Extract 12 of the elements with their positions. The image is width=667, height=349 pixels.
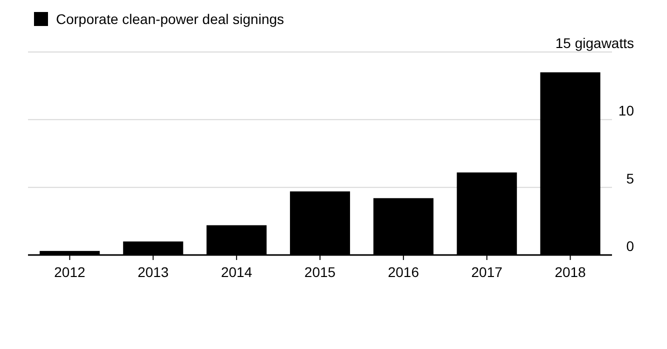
x-tick-label: 2013 xyxy=(138,264,169,280)
x-tick-label: 2017 xyxy=(471,264,503,280)
y-tick-label: 15 gigawatts xyxy=(555,35,634,51)
y-tick-label: 0 xyxy=(626,238,634,254)
x-tick-label: 2018 xyxy=(554,264,586,280)
y-tick-label: 10 xyxy=(618,102,634,119)
legend-label: Corporate clean-power deal signings xyxy=(56,11,284,27)
x-tick-label: 2015 xyxy=(304,264,336,280)
x-tick-label: 2016 xyxy=(388,264,420,280)
x-tick-label: 2014 xyxy=(220,264,252,280)
x-tick-label: 2012 xyxy=(54,264,86,280)
y-tick-label: 5 xyxy=(626,170,634,186)
